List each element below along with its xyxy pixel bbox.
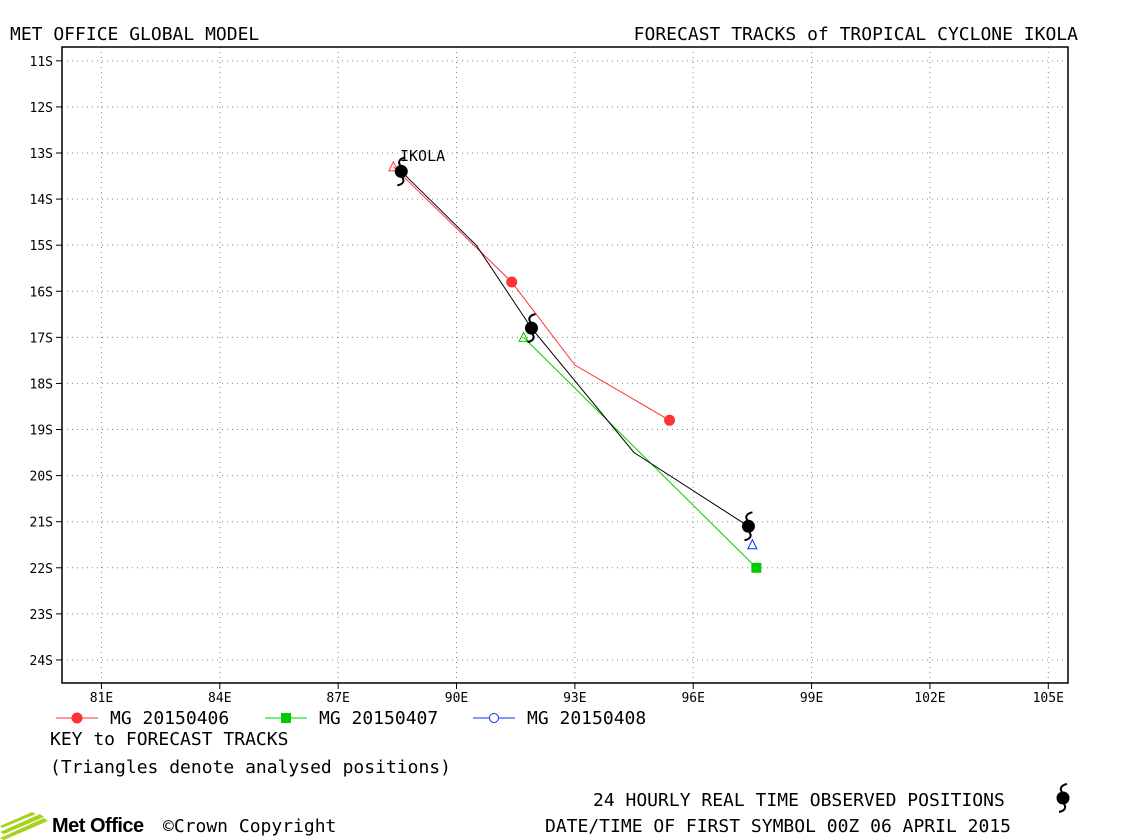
storm-symbol-arm (744, 531, 752, 542)
brand-name: Met Office (52, 815, 144, 837)
key-note: (Triangles denote analysed positions) (50, 757, 451, 778)
storm-symbol-core (394, 164, 408, 178)
storm-label: IKOLA (400, 147, 446, 165)
observed-position-symbol (524, 313, 538, 344)
observed-position-symbol (394, 156, 408, 187)
x-tick-label: 81E (90, 691, 113, 706)
x-tick-label: 99E (800, 691, 823, 706)
storm-symbol-arm (1058, 803, 1067, 813)
x-tick-label: 105E (1033, 691, 1064, 706)
x-tick-label: 87E (326, 691, 349, 706)
chart-title: FORECAST TRACKS of TROPICAL CYCLONE IKOL… (633, 24, 1078, 45)
x-tick-label: 96E (681, 691, 704, 706)
series-marker (751, 562, 762, 573)
x-tick-label: 90E (445, 691, 468, 706)
analysed-position-triangle (518, 331, 529, 342)
y-tick-label: 18S (30, 377, 53, 392)
met-office-logo-icon (0, 812, 48, 840)
observed-position-symbol-key (1056, 783, 1070, 813)
storm-symbol-core (1056, 791, 1070, 805)
legend-label: MG 20150406 (110, 708, 229, 729)
y-tick-label: 24S (30, 654, 53, 669)
observed-position-symbol-key-icon (1056, 783, 1070, 813)
x-tick-label: 102E (914, 691, 945, 706)
legend-marker (71, 712, 83, 724)
storm-symbol-core (524, 321, 538, 335)
axis-ticks: 81E 84E 87E 90E 93E 96E 99E 102E 105E 11S 12S 13S 14… (30, 55, 1064, 706)
y-tick-label: 19S (30, 424, 53, 439)
plot-frame (61, 46, 1069, 684)
legend-label: MG 20150407 (319, 708, 438, 729)
storm-symbol-arm (1059, 783, 1068, 793)
y-tick-label: 22S (30, 562, 53, 577)
storm-symbol-arm (397, 176, 405, 187)
storm-symbol-arm (528, 313, 536, 323)
series-mg-20150407 (518, 331, 762, 573)
series-track-line (523, 336, 757, 569)
x-tick-label: 84E (208, 691, 231, 706)
copyright-text: ©Crown Copyright (163, 816, 337, 837)
y-tick-label: 15S (30, 239, 53, 254)
observed-positions-note: 24 HOURLY REAL TIME OBSERVED POSITIONS (593, 790, 1005, 811)
legend-marker (489, 713, 499, 723)
series-track-line (393, 166, 670, 421)
y-tick-label: 11S (30, 55, 53, 70)
y-tick-label: 14S (30, 193, 53, 208)
legend-label: MG 20150408 (527, 708, 646, 729)
forecast-series (388, 160, 762, 573)
grid-lines (62, 47, 1068, 683)
first-symbol-datetime: DATE/TIME OF FIRST SYMBOL 00Z 06 APRIL 2… (545, 816, 1011, 837)
series-marker (664, 414, 676, 426)
y-tick-label: 12S (30, 101, 53, 116)
y-tick-label: 16S (30, 285, 53, 300)
observed-position-symbol (741, 511, 755, 542)
storm-symbol-arm (527, 333, 535, 344)
analysed-position-triangle (388, 160, 399, 172)
y-tick-label: 20S (30, 470, 53, 485)
y-tick-label: 13S (30, 147, 53, 162)
x-tick-label: 93E (563, 691, 586, 706)
legend-item: MG 20150406 (56, 708, 229, 729)
legend-item: MG 20150408 (473, 708, 646, 729)
series-mg-20150406 (388, 160, 676, 426)
y-tick-label: 17S (30, 331, 53, 346)
storm-symbol-arm (745, 511, 753, 521)
storm-symbol-core (741, 519, 755, 533)
key-title: KEY to FORECAST TRACKS (50, 729, 289, 750)
y-tick-label: 23S (30, 608, 53, 623)
series-mg-20150408 (747, 538, 758, 550)
analysed-position-triangle (747, 538, 758, 550)
y-tick-label: 21S (30, 516, 53, 531)
series-legend: MG 20150406 MG 20150407 MG 20150408 (56, 708, 646, 729)
observed-track (394, 156, 755, 542)
storm-symbol-arm (398, 156, 406, 167)
legend-marker (281, 713, 291, 723)
series-marker (506, 276, 518, 288)
model-title: MET OFFICE GLOBAL MODEL (10, 24, 260, 45)
legend-item: MG 20150407 (265, 708, 438, 729)
